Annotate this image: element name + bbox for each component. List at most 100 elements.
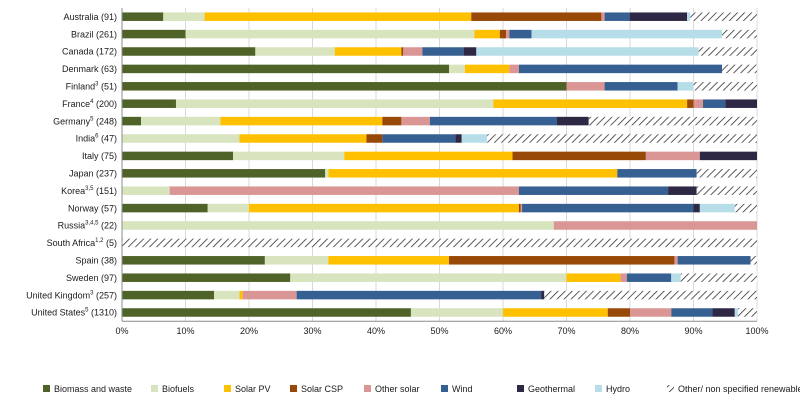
bar-germany-biofuels <box>141 116 221 126</box>
bar-russia-biofuels <box>122 221 554 230</box>
bar-united-states-solar-pv <box>503 308 608 317</box>
bar-norway-hydro <box>699 203 735 213</box>
bar-brazil-biofuels <box>185 29 475 39</box>
bar-brazil-other-non-specified-renewables <box>722 29 757 39</box>
bar-sweden-other-non-specified-renewables <box>680 273 757 282</box>
bar-japan-wind <box>617 169 697 178</box>
category-label-brazil: Brazil (261) <box>71 29 117 39</box>
bar-norway-wind <box>522 203 694 213</box>
bar-brazil-biomass-and-waste <box>122 29 186 39</box>
bar-sweden-hydro <box>671 273 681 282</box>
legend-swatch-geothermal <box>517 385 524 392</box>
bar-canada-solar-csp <box>401 47 404 56</box>
bar-spain-biomass-and-waste <box>122 256 265 265</box>
bar-spain-other-solar <box>674 256 678 265</box>
legend-swatch-biofuels <box>151 385 158 392</box>
bar-brazil-other-solar <box>506 29 510 39</box>
bar-france-solar-csp <box>687 99 694 108</box>
x-tick-label: 40% <box>367 326 385 336</box>
category-label-australia: Australia (91) <box>63 12 117 22</box>
bar-united-states-solar-csp <box>607 308 630 317</box>
bar-germany-other-non-specified-renewables <box>588 116 757 126</box>
bar-italy-solar-csp <box>512 151 646 161</box>
bar-japan-other-non-specified-renewables <box>696 169 757 178</box>
bar-australia-other-non-specified-renewables <box>690 12 757 21</box>
bar-germany-solar-pv <box>220 116 383 126</box>
bar-brazil-wind <box>509 29 532 39</box>
bar-france-biofuels <box>175 99 494 108</box>
bars <box>122 12 757 317</box>
bar-finland-other-non-specified-renewables <box>693 82 757 91</box>
bar-france-wind <box>703 99 726 108</box>
category-label-france: France4 (200) <box>62 99 117 109</box>
category-label-south-africa: South Africa1,2 (5) <box>47 238 117 248</box>
bar-norway-biomass-and-waste <box>122 203 208 213</box>
bar-norway-biofuels <box>207 203 249 213</box>
bar-spain-solar-pv <box>328 256 450 265</box>
x-tick-label: 60% <box>494 326 512 336</box>
bar-japan-biofuels <box>325 169 329 178</box>
bar-canada-solar-pv <box>334 47 402 56</box>
legend-swatch-solar-pv <box>224 385 231 392</box>
bar-denmark-solar-pv <box>464 64 510 74</box>
bar-sweden-other-solar <box>620 273 627 282</box>
bar-canada-other-solar <box>403 47 423 56</box>
bar-united-kingdom-solar-pv <box>239 290 243 300</box>
bar-sweden-wind <box>626 273 672 282</box>
bar-italy-biomass-and-waste <box>122 151 234 161</box>
bar-france-geothermal <box>725 99 757 108</box>
bar-norway-geothermal <box>693 203 700 213</box>
legend-label-other-non-specified-renewables: Other/ non specified renewables <box>678 384 800 394</box>
bar-australia-biofuels <box>163 12 205 21</box>
bar-spain-other-non-specified-renewables <box>750 256 757 265</box>
x-tick-label: 80% <box>621 326 639 336</box>
bar-france-other-solar <box>693 99 704 108</box>
bar-south-africa-other-non-specified-renewables <box>122 238 757 248</box>
bar-norway-other-solar <box>520 203 523 213</box>
bar-korea-geothermal <box>668 186 697 195</box>
bar-japan-solar-pv <box>328 169 618 178</box>
category-label-united-kingdom: United Kingdom3 (257) <box>26 290 117 300</box>
bar-denmark-other-non-specified-renewables <box>722 64 757 74</box>
bar-india-hydro <box>461 134 488 143</box>
bar-india-biofuels <box>122 134 240 143</box>
bar-denmark-other-solar <box>509 64 519 74</box>
x-tick-label: 50% <box>430 326 448 336</box>
bar-germany-geothermal <box>556 116 589 126</box>
bar-spain-biofuels <box>264 256 329 265</box>
bar-brazil-hydro <box>531 29 723 39</box>
bar-france-solar-pv <box>493 99 688 108</box>
bar-germany-wind <box>429 116 557 126</box>
bar-finland-wind <box>604 82 678 91</box>
bar-korea-other-non-specified-renewables <box>696 186 757 195</box>
legend-label-biomass-and-waste: Biomass and waste <box>54 384 132 394</box>
x-tick-label: 100% <box>745 326 768 336</box>
bar-australia-biomass-and-waste <box>122 12 164 21</box>
bar-united-states-biomass-and-waste <box>122 308 411 317</box>
bar-japan-biomass-and-waste <box>122 169 326 178</box>
bar-finland-biomass-and-waste <box>122 82 567 91</box>
bar-canada-other-non-specified-renewables <box>698 47 757 56</box>
bar-italy-other-solar <box>645 151 700 161</box>
bar-italy-biofuels <box>233 151 345 161</box>
bar-italy-geothermal <box>699 151 757 161</box>
bar-korea-wind <box>518 186 669 195</box>
bar-russia-other-solar <box>553 221 757 230</box>
category-label-sweden: Sweden (97) <box>66 273 117 283</box>
bar-finland-hydro <box>677 82 694 91</box>
bar-india-wind <box>382 134 456 143</box>
bar-canada-hydro <box>476 47 699 56</box>
bar-united-states-geothermal <box>712 308 735 317</box>
bar-united-kingdom-other-non-specified-renewables <box>544 290 757 300</box>
legend-label-geothermal: Geothermal <box>528 384 575 394</box>
x-tick-label: 90% <box>684 326 702 336</box>
bar-australia-wind <box>604 12 630 21</box>
bar-australia-solar-pv <box>204 12 472 21</box>
bar-india-other-non-specified-renewables <box>487 134 757 143</box>
bar-united-kingdom-other-solar <box>242 290 297 300</box>
bar-united-states-hydro <box>734 308 738 317</box>
bar-france-biomass-and-waste <box>122 99 176 108</box>
bar-india-solar-pv <box>239 134 367 143</box>
bar-australia-geothermal <box>630 12 688 21</box>
bar-canada-biofuels <box>255 47 335 56</box>
